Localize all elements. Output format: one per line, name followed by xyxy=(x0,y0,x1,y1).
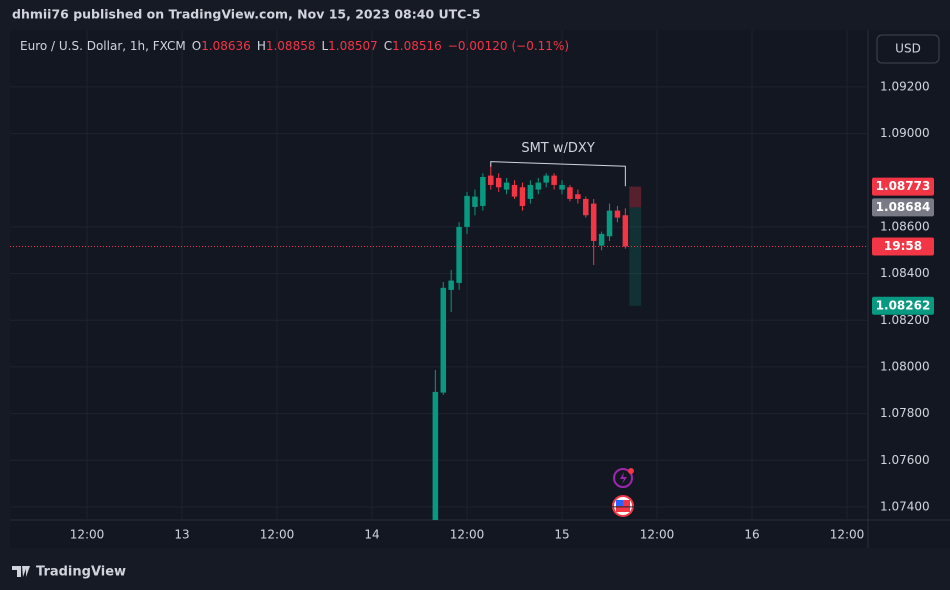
candle-body xyxy=(606,210,613,237)
candle-body xyxy=(480,177,486,206)
price-tag-label: 1.08262 xyxy=(876,298,931,312)
header-text: dhmii76 published on TradingView.com, No… xyxy=(12,7,481,22)
event-icon xyxy=(613,468,633,488)
price-tag xyxy=(872,177,934,196)
legend-value: 1.08636 xyxy=(201,39,251,53)
candle-body xyxy=(511,184,518,197)
y-tick-label: 1.08600 xyxy=(880,219,930,233)
x-tick-label: 12:00 xyxy=(640,528,675,542)
price-tag xyxy=(872,237,934,256)
x-tick-label: 12:00 xyxy=(830,528,865,542)
candle-body xyxy=(432,391,439,520)
y-tick-label: 1.07600 xyxy=(880,453,930,467)
y-tick-label: 1.09200 xyxy=(880,79,930,93)
annotation-text: SMT w/DXY xyxy=(521,141,594,156)
logo-icon xyxy=(12,566,30,577)
event-dot xyxy=(628,468,634,474)
position-target-zone xyxy=(629,207,642,306)
x-tick-label: 13 xyxy=(174,528,189,542)
y-tick-label: 1.08000 xyxy=(880,359,930,373)
price-tag-label: 1.08684 xyxy=(876,200,931,214)
event-icon-bolt xyxy=(620,472,627,484)
candle-body xyxy=(614,210,621,218)
candle-body xyxy=(575,194,581,199)
candle-body xyxy=(519,187,526,206)
candle-body xyxy=(456,226,462,283)
price-tag xyxy=(872,296,934,315)
plot-area xyxy=(10,30,868,548)
candle-body xyxy=(551,175,557,185)
candle-body xyxy=(527,184,534,199)
candle-body xyxy=(503,182,510,190)
flag-canton xyxy=(616,500,623,506)
candle-body xyxy=(583,198,589,216)
candle-body xyxy=(590,203,597,241)
x-tick-label: 14 xyxy=(364,528,379,542)
legend-key: L xyxy=(321,39,328,53)
candle-body xyxy=(495,177,502,188)
currency-button[interactable] xyxy=(876,34,940,64)
candle-body xyxy=(440,287,447,393)
annotation-line xyxy=(490,161,626,187)
x-tick-label: 12:00 xyxy=(70,528,105,542)
candle-body xyxy=(488,175,494,185)
price-tag xyxy=(872,198,934,217)
candle-body xyxy=(543,175,549,183)
position-stop-zone xyxy=(629,186,642,208)
candle-body xyxy=(472,196,478,207)
x-tick-label: 16 xyxy=(744,528,759,542)
y-tick-label: 1.08400 xyxy=(880,266,930,280)
x-tick-label: 12:00 xyxy=(450,528,485,542)
plot xyxy=(10,30,868,520)
price-tag-label: 19:58 xyxy=(884,239,922,253)
candle-body xyxy=(535,182,542,190)
y-tick-label: 1.09000 xyxy=(880,126,930,140)
candle-body xyxy=(622,215,629,247)
legend-change: −0.00120 xyxy=(448,39,508,53)
legend-key: H xyxy=(257,39,266,53)
legend-symbol: Euro / U.S. Dollar, 1h, FXCM xyxy=(20,39,186,53)
candle-body xyxy=(464,195,470,227)
legend-key: C xyxy=(384,39,392,53)
y-tick-label: 1.07400 xyxy=(880,499,930,513)
price-tag-label: 1.08773 xyxy=(876,179,931,193)
legend: Euro / U.S. Dollar, 1h, FXCM O1.08636 H1.0… xyxy=(20,39,569,53)
logo-text: TradingView xyxy=(36,565,126,580)
legend-value: 1.08516 xyxy=(392,39,442,53)
event-icons xyxy=(612,468,634,517)
candle-body xyxy=(567,187,573,199)
legend-value: 1.08507 xyxy=(328,39,378,53)
grid xyxy=(10,30,868,520)
footer: TradingView xyxy=(12,565,126,580)
y-tick-label: 1.07800 xyxy=(880,406,930,420)
x-tick-label: 12:00 xyxy=(260,528,295,542)
price-axis xyxy=(868,30,950,548)
candle-body xyxy=(448,280,454,290)
candle-body xyxy=(559,184,565,190)
y-tick-label: 1.08200 xyxy=(880,313,930,327)
legend-change-pct: (−0.11%) xyxy=(511,39,569,53)
currency-label[interactable]: USD xyxy=(895,42,921,56)
legend-key: O xyxy=(192,39,201,53)
x-tick-label: 15 xyxy=(554,528,569,542)
header-bar xyxy=(0,0,950,30)
legend-value: 1.08858 xyxy=(266,39,316,53)
candle-body xyxy=(598,233,605,246)
